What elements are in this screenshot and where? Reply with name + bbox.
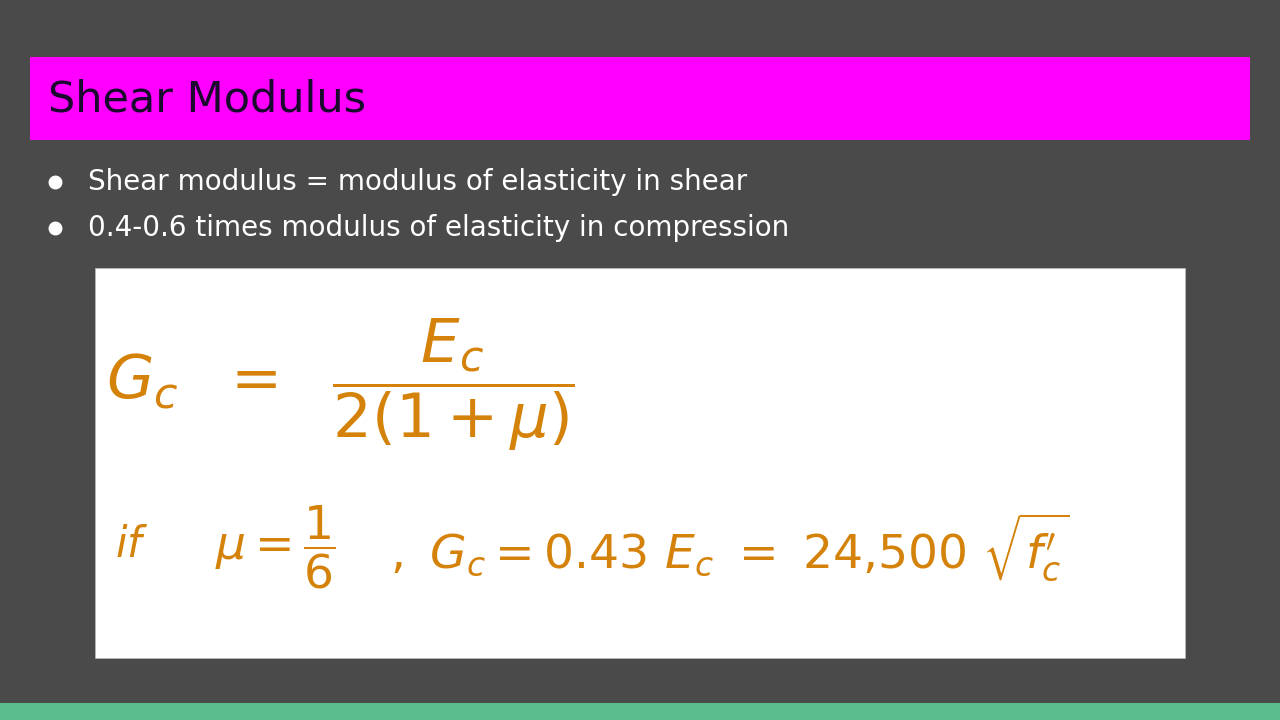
Text: 0.4-0.6 times modulus of elasticity in compression: 0.4-0.6 times modulus of elasticity in c… xyxy=(88,214,790,242)
Text: $\mathit{\mu} = \dfrac{1}{6}$: $\mathit{\mu} = \dfrac{1}{6}$ xyxy=(215,503,335,591)
FancyBboxPatch shape xyxy=(29,57,1251,140)
FancyBboxPatch shape xyxy=(95,268,1185,658)
Text: $,\ \mathit{G_c} = 0.43\ \mathit{E_c}\ =\ 24{,}500\ \sqrt{\mathit{f^{\prime}_{c}: $,\ \mathit{G_c} = 0.43\ \mathit{E_c}\ =… xyxy=(390,511,1069,582)
Text: $\mathit{G}_{\mathit{c}} \ \ = \ \ \dfrac{\mathit{E}_{\mathit{c}}}{2(1+\mu)}$: $\mathit{G}_{\mathit{c}} \ \ = \ \ \dfra… xyxy=(106,317,575,454)
Text: Shear modulus = modulus of elasticity in shear: Shear modulus = modulus of elasticity in… xyxy=(88,168,748,196)
Text: Shear Modulus: Shear Modulus xyxy=(49,79,366,121)
Text: $\mathit{if}$: $\mathit{if}$ xyxy=(115,528,148,567)
FancyBboxPatch shape xyxy=(0,703,1280,720)
